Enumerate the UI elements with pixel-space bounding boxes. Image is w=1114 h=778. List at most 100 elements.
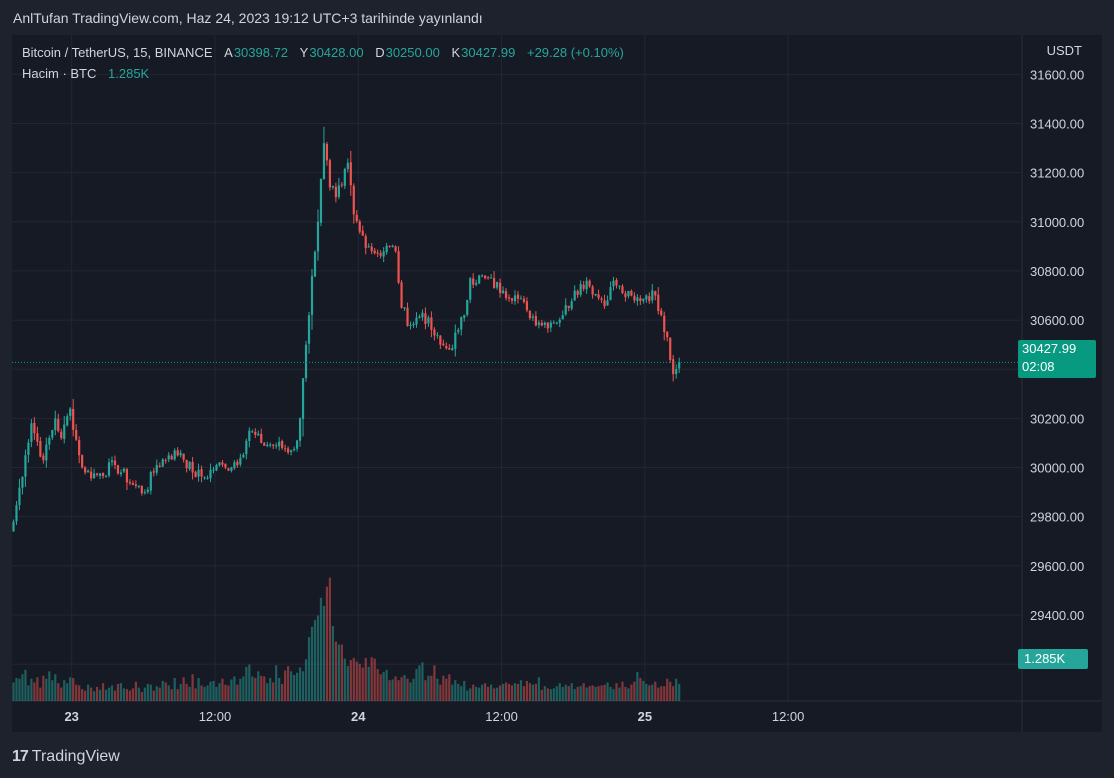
volume-bar (182, 677, 185, 701)
candle-body (406, 307, 409, 326)
candle-body (519, 298, 523, 300)
currency-unit[interactable]: USDT (1046, 43, 1082, 58)
volume-tag: 1.285K (1018, 649, 1088, 669)
candle-body (95, 473, 99, 475)
candle-body (257, 433, 260, 436)
candle-body (81, 455, 84, 468)
candle-body (549, 322, 552, 328)
volume-bar (119, 683, 123, 701)
candle-body (292, 448, 296, 451)
price-tick-label: 29400.00 (1030, 608, 1084, 623)
volume-bar (134, 681, 137, 701)
volume-bar (451, 684, 454, 701)
volume-bar (251, 676, 254, 701)
tradingview-logo-icon[interactable]: 17 (12, 748, 29, 765)
candle-body (110, 460, 114, 463)
candle-body (78, 440, 81, 456)
candle-body (215, 465, 218, 471)
candle-body (445, 345, 448, 349)
candle-body (498, 282, 502, 294)
volume-bar (421, 662, 424, 701)
candle-body (134, 484, 137, 486)
volume-bar (66, 683, 69, 701)
candle-body (466, 299, 469, 315)
candle-body (209, 469, 212, 479)
candle-body (364, 236, 367, 248)
volume-bar (81, 689, 84, 701)
price-chart[interactable]: 29200.0029400.0029600.0029800.0030000.00… (12, 35, 1102, 732)
candle-body (642, 298, 645, 301)
volume-bar (672, 686, 675, 701)
candle-body (263, 443, 266, 446)
volume-bar (221, 678, 224, 701)
candle-body (167, 455, 170, 460)
volume-bar (621, 681, 624, 701)
volume-bar (206, 685, 209, 701)
candle-body (678, 362, 681, 369)
candle-body (606, 300, 609, 306)
volume-bar (358, 663, 361, 701)
candle-body (295, 440, 299, 449)
volume-bar (481, 684, 484, 701)
volume-bar (57, 683, 60, 701)
candle-body (188, 461, 191, 470)
candle-body (75, 430, 78, 440)
candle-body (152, 471, 155, 473)
volume-bar (316, 615, 320, 701)
candle-body (603, 300, 606, 307)
volume-bar (540, 689, 543, 701)
volume-bar (582, 683, 585, 701)
chart-area[interactable]: 29200.0029400.0029600.0029800.0030000.00… (12, 35, 1102, 732)
volume-bar (278, 677, 281, 701)
candle-body (15, 505, 18, 522)
candle-body (266, 444, 269, 446)
volume-bar (27, 685, 30, 701)
volume-bar (603, 684, 606, 701)
volume-bar (570, 683, 573, 701)
legend-open-label: A (224, 45, 233, 60)
candle-body (409, 324, 412, 326)
volume-bar (230, 679, 233, 701)
volume-bar (269, 677, 272, 701)
volume-bar (346, 666, 349, 701)
candle-body (51, 430, 54, 438)
price-tick-label: 30800.00 (1030, 264, 1084, 279)
volume-bar (352, 657, 355, 701)
volume-bar (36, 677, 39, 701)
candle-body (104, 476, 108, 478)
volume-bar (194, 688, 197, 701)
volume-bar (155, 686, 158, 701)
candle-body (325, 144, 329, 161)
volume-bar (618, 687, 621, 701)
candle-body (218, 462, 221, 466)
candle-body (481, 275, 484, 277)
volume-bar (39, 687, 42, 701)
volume-bar (576, 686, 579, 701)
candle-body (236, 461, 239, 466)
volume-bar (42, 675, 45, 701)
volume-bar (128, 690, 132, 701)
legend-low-label: D (375, 45, 385, 60)
candle-body (415, 317, 418, 325)
volume-bar (236, 684, 239, 701)
candle-body (457, 329, 460, 332)
candle-body (173, 450, 176, 460)
volume-bar (642, 680, 645, 701)
volume-bar (18, 678, 21, 701)
volume-bar (388, 680, 391, 701)
candle-body (454, 332, 457, 349)
last-price-tag: 30427.99 02:08 (1018, 340, 1096, 378)
volume-bar (463, 680, 466, 701)
candle-body (230, 467, 233, 471)
volume-bar (498, 685, 502, 701)
volume-bar (167, 685, 170, 701)
candle-body (98, 473, 102, 476)
time-tick-label: 23 (64, 709, 78, 724)
candle-body (155, 465, 158, 473)
candle-body (164, 459, 167, 461)
volume-bar (158, 687, 161, 701)
volume-bar (170, 689, 173, 701)
candle-body (358, 221, 361, 232)
candle-body (275, 445, 278, 447)
candle-body (385, 245, 388, 253)
